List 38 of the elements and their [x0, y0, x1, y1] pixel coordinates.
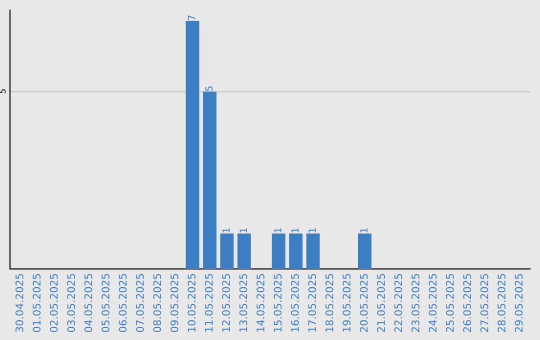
x-tick-label: 24.05.2025 [428, 274, 437, 332]
x-tick-label: 26.05.2025 [463, 274, 472, 332]
data-label: 1 [240, 228, 247, 232]
x-tick-label: 12.05.2025 [222, 274, 230, 332]
data-label: 1 [308, 228, 316, 232]
data-label: 5 [205, 86, 213, 91]
x-tick-label: 16.05.2025 [290, 274, 299, 332]
x-tick-label: 07.05.2025 [136, 274, 144, 332]
x-tick-label: 22.05.2025 [394, 274, 402, 332]
x-tick-label: 08.05.2025 [153, 274, 162, 332]
data-label: 1 [222, 228, 230, 232]
x-tick-label: 30.04.2025 [15, 274, 24, 332]
x-tick-label: 13.05.2025 [239, 274, 248, 332]
x-tick-label: 04.05.2025 [84, 274, 92, 332]
x-tick-label: 25.05.2025 [446, 274, 454, 332]
x-tick-label: 06.05.2025 [118, 274, 127, 332]
data-label: 1 [291, 228, 299, 232]
x-tick-label: 29.05.2025 [514, 274, 523, 332]
x-tick-label: 09.05.2025 [170, 274, 178, 332]
data-label: 1 [274, 228, 282, 232]
x-tick-label: 27.05.2025 [480, 274, 488, 332]
x-tick-label: 28.05.2025 [498, 274, 506, 332]
x-tick-label: 14.05.2025 [256, 274, 264, 332]
x-tick-label: 05.05.2025 [102, 274, 110, 332]
x-tick-label: 15.05.2025 [274, 274, 282, 332]
x-tick-label: 21.05.2025 [377, 274, 385, 332]
x-tick-label: 19.05.2025 [342, 274, 351, 332]
x-tick-label: 01.05.2025 [32, 274, 41, 332]
x-tick-label: 11.05.2025 [204, 274, 213, 332]
x-tick-label: 03.05.2025 [67, 274, 75, 332]
x-tick-label: 23.05.2025 [412, 274, 420, 332]
x-tick-label: 02.05.2025 [50, 274, 58, 332]
data-label: 7 [188, 15, 196, 20]
x-tick-label: 20.05.2025 [360, 274, 368, 332]
data-label: 1 [360, 228, 368, 232]
x-tick-label: 17.05.2025 [308, 274, 316, 332]
x-tick-label: 18.05.2025 [325, 274, 334, 332]
x-tick-label: 10.05.2025 [188, 274, 196, 332]
